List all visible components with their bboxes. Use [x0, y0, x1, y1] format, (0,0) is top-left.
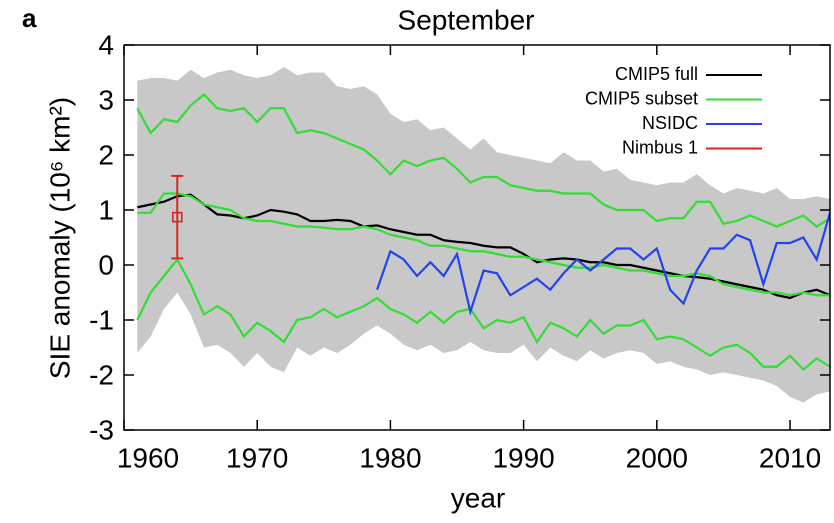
y-tick-label: 4 — [98, 29, 114, 60]
y-tick-label: -2 — [89, 359, 114, 390]
series-upper-line — [136, 93, 830, 228]
chart-title: September — [398, 4, 535, 35]
y-tick-label: -1 — [89, 304, 114, 335]
x-tick-label: 1960 — [117, 442, 179, 473]
y-axis-label: SIE anomaly (10⁶ km²) — [44, 97, 75, 379]
x-tick-label: 1980 — [359, 442, 421, 473]
x-tick-label: 2000 — [626, 442, 688, 473]
y-tick-label: 3 — [98, 84, 114, 115]
point-marker — [171, 211, 183, 223]
plot-frame — [123, 44, 831, 431]
legend-label: CMIP5 full — [615, 64, 698, 84]
plot-area — [136, 67, 830, 403]
y-tick-label: 0 — [98, 249, 114, 280]
x-tick-label: 2010 — [759, 442, 821, 473]
y-tick-label: 2 — [98, 139, 114, 170]
legend-label: Nimbus 1 — [622, 137, 698, 157]
series-line — [137, 192, 830, 297]
x-tick-label: 1970 — [226, 442, 288, 473]
legend-label: NSIDC — [642, 113, 698, 133]
y-tick-label: -3 — [89, 414, 114, 445]
series-line — [376, 212, 830, 316]
x-tick-label: 1990 — [492, 442, 554, 473]
series-lower-line — [136, 257, 830, 371]
panel-label: a — [22, 3, 37, 33]
y-tick-label: 1 — [98, 194, 114, 225]
x-axis-label: year — [451, 482, 505, 513]
legend-label: CMIP5 subset — [585, 88, 698, 108]
model-range-band — [137, 67, 830, 403]
